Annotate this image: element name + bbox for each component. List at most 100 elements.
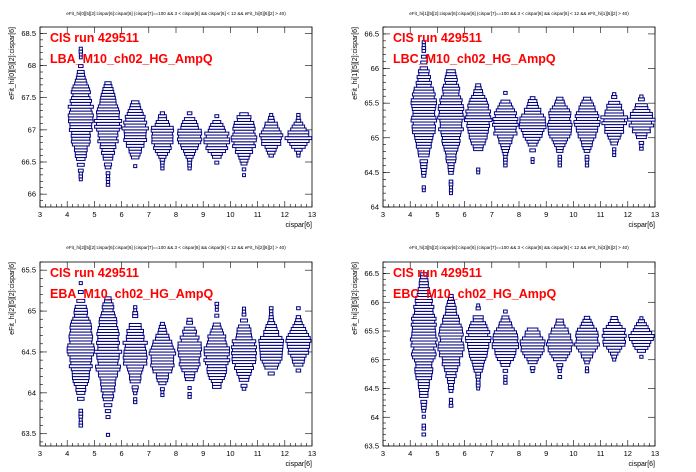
box-bin bbox=[105, 410, 110, 413]
bin-column bbox=[177, 112, 201, 170]
y-tick-label: 66.5 bbox=[364, 29, 379, 38]
box-bin bbox=[609, 101, 620, 104]
box-bin bbox=[585, 155, 589, 158]
bin-column bbox=[204, 302, 230, 388]
box-bin bbox=[639, 141, 643, 144]
bin-column bbox=[464, 84, 491, 174]
bin-column bbox=[123, 306, 147, 404]
y-tick-label: 64.5 bbox=[364, 168, 379, 177]
box-bin bbox=[241, 384, 247, 387]
x-tick-label: 7 bbox=[147, 449, 151, 458]
x-tick-label: 13 bbox=[651, 449, 659, 458]
x-tick-label: 5 bbox=[435, 449, 439, 458]
box-bin bbox=[473, 316, 483, 319]
box-bin bbox=[613, 148, 616, 151]
box-bin bbox=[557, 364, 563, 367]
x-axis-title: cispar[6] bbox=[286, 461, 313, 468]
box-bin bbox=[504, 91, 507, 94]
box-bin bbox=[129, 323, 141, 326]
y-tick-label: 67 bbox=[28, 125, 36, 134]
x-tick-label: 11 bbox=[597, 449, 605, 458]
box-bin bbox=[420, 67, 427, 70]
bin-column bbox=[232, 307, 257, 390]
y-tick-label: 66 bbox=[371, 298, 379, 307]
box-bin bbox=[296, 369, 301, 372]
box-bin bbox=[243, 174, 246, 177]
x-tick-label: 10 bbox=[569, 210, 577, 219]
box-bin bbox=[78, 397, 85, 400]
x-tick-label: 8 bbox=[174, 449, 178, 458]
box-bin bbox=[106, 416, 110, 419]
y-tick-label: 68.5 bbox=[21, 29, 36, 38]
box-bin bbox=[635, 104, 647, 107]
x-tick-label: 13 bbox=[308, 449, 316, 458]
x-tick-label: 7 bbox=[490, 449, 494, 458]
box-bin bbox=[270, 113, 273, 116]
x-tick-label: 12 bbox=[281, 449, 289, 458]
box-bin bbox=[530, 97, 535, 100]
box-bin bbox=[160, 112, 164, 115]
y-tick-label: 65 bbox=[371, 133, 379, 142]
x-axis-title: cispar[6] bbox=[286, 222, 313, 229]
x-tick-label: 10 bbox=[226, 210, 234, 219]
x-tick-label: 9 bbox=[201, 449, 205, 458]
x-tick-label: 5 bbox=[92, 210, 96, 219]
box-bin bbox=[132, 386, 138, 389]
x-tick-label: 7 bbox=[490, 210, 494, 219]
bin-column bbox=[68, 47, 93, 181]
box-bin bbox=[187, 112, 192, 115]
box-bin bbox=[134, 306, 137, 309]
x-tick-label: 3 bbox=[38, 449, 42, 458]
box-bin bbox=[240, 319, 247, 322]
box-bin bbox=[477, 304, 480, 307]
box-bin bbox=[104, 404, 112, 407]
bin-column bbox=[465, 304, 491, 390]
box-bin bbox=[422, 424, 425, 427]
panel-title: eFit_hi[0][5][2]:cispar[6]:cispar[6] (ci… bbox=[66, 11, 286, 16]
x-tick-label: 12 bbox=[281, 210, 289, 219]
x-tick-label: 11 bbox=[254, 449, 262, 458]
x-tick-label: 10 bbox=[226, 449, 234, 458]
box-bin bbox=[106, 172, 110, 175]
box-bin bbox=[640, 355, 643, 358]
x-tick-label: 4 bbox=[65, 210, 69, 219]
box-bin bbox=[556, 319, 563, 322]
box-bin bbox=[239, 325, 250, 328]
bin-column bbox=[260, 113, 283, 157]
x-tick-label: 7 bbox=[147, 210, 151, 219]
y-tick-label: 64 bbox=[371, 203, 379, 212]
box-bin bbox=[476, 84, 481, 87]
y-tick-label: 64.5 bbox=[21, 347, 36, 356]
box-bin bbox=[215, 314, 219, 317]
bin-column bbox=[178, 318, 202, 398]
x-tick-label: 8 bbox=[174, 210, 178, 219]
box-bin bbox=[420, 160, 428, 163]
box-bin bbox=[131, 101, 138, 104]
y-tick-label: 64 bbox=[371, 413, 379, 422]
box-bin bbox=[213, 323, 220, 326]
y-tick-label: 65.5 bbox=[364, 99, 379, 108]
panel-title: eFit_hi[2][5][2]:cispar[6]:cispar[6] (ci… bbox=[66, 245, 286, 250]
box-bin bbox=[134, 398, 137, 401]
x-tick-label: 3 bbox=[381, 449, 385, 458]
box-bin bbox=[449, 180, 453, 183]
box-bin bbox=[268, 372, 274, 375]
bin-column bbox=[149, 322, 175, 396]
x-tick-label: 4 bbox=[65, 449, 69, 458]
x-tick-label: 12 bbox=[624, 449, 632, 458]
channel-label: LBA_M10_ch02_HG_AmpQ bbox=[50, 52, 213, 66]
y-tick-label: 65.5 bbox=[364, 327, 379, 336]
y-axis-title: eFit_hi[0][5][2]:cispar[6] bbox=[9, 27, 16, 100]
chart-panel-1: eFit_hi[0][5][2]:cispar[6]:cispar[6] (ci… bbox=[9, 11, 316, 229]
box-bin bbox=[187, 318, 192, 321]
box-bin bbox=[530, 367, 535, 370]
box-bin bbox=[134, 165, 137, 168]
box-bin bbox=[531, 158, 534, 161]
box-bin bbox=[504, 375, 507, 378]
box-bin bbox=[503, 369, 507, 372]
bin-column bbox=[519, 97, 546, 164]
x-tick-label: 4 bbox=[408, 449, 412, 458]
y-tick-label: 66 bbox=[371, 64, 379, 73]
bin-column bbox=[286, 307, 311, 372]
chart-panel-2: eFit_hi[1][5][2]:cispar[6]:cispar[6] (ci… bbox=[352, 11, 659, 229]
